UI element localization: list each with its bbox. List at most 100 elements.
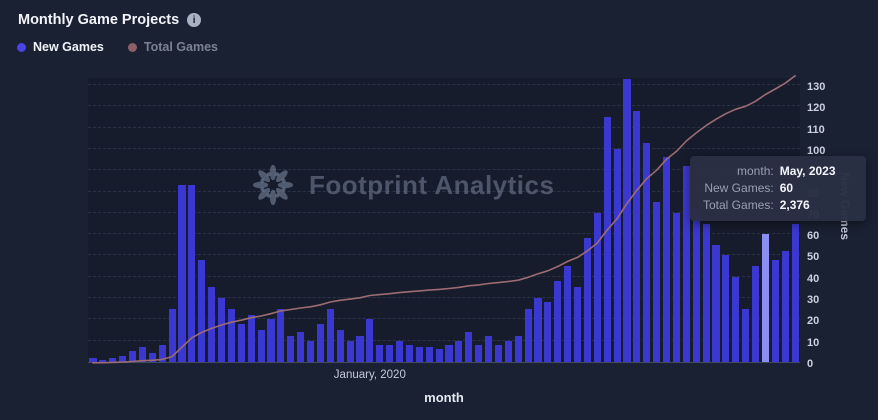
bar-2017-09[interactable] (89, 357, 97, 362)
info-icon[interactable]: i (187, 13, 202, 27)
x-tick-label: January, 2020 (333, 369, 406, 381)
legend-dot-new-games (17, 42, 26, 52)
bar-2022-05[interactable] (643, 142, 651, 362)
bar-2020-12[interactable] (475, 344, 483, 362)
bar-2023-04[interactable] (751, 266, 760, 362)
bar-2020-07[interactable] (425, 347, 433, 362)
bar-2018-01[interactable] (128, 351, 137, 362)
bar-2021-07[interactable] (544, 302, 552, 362)
bar-2022-12[interactable] (712, 244, 720, 362)
bar-2018-03[interactable] (148, 353, 156, 362)
bar-2020-02[interactable] (376, 344, 384, 362)
bar-2018-04[interactable] (158, 344, 166, 362)
total-games-line[interactable] (88, 74, 800, 364)
bar-2020-03[interactable] (386, 344, 394, 362)
bar-2019-08[interactable] (316, 323, 325, 362)
gridline (88, 126, 800, 128)
bar-2018-10[interactable] (217, 298, 226, 362)
legend-dot-total-games (127, 42, 137, 52)
bar-2019-12[interactable] (356, 336, 364, 362)
bar-2022-03[interactable] (623, 78, 631, 362)
gridline (88, 254, 800, 256)
bar-2018-06[interactable] (178, 185, 186, 362)
y-tick-label: 100 (807, 144, 826, 157)
bar-2021-09[interactable] (564, 266, 572, 362)
bar-2020-01[interactable] (366, 319, 374, 362)
bar-2022-04[interactable] (633, 110, 641, 362)
bar-2019-01[interactable] (247, 315, 255, 362)
bar-2023-08[interactable] (791, 223, 799, 362)
bar-2022-07[interactable] (662, 157, 671, 362)
bar-2019-05[interactable] (287, 336, 295, 362)
bar-2019-09[interactable] (326, 308, 334, 362)
bar-2021-03[interactable] (504, 340, 512, 362)
bar-2022-09[interactable] (682, 165, 690, 362)
bar-2019-10[interactable] (336, 330, 344, 362)
bar-2022-02[interactable] (613, 148, 621, 362)
bar-2020-09[interactable] (445, 344, 453, 362)
y-tick-label: 30 (807, 294, 820, 307)
bar-2019-03[interactable] (267, 319, 275, 362)
bar-2022-10[interactable] (692, 208, 700, 362)
gridline (88, 190, 800, 192)
bar-2021-10[interactable] (573, 287, 582, 362)
tooltip-new-games-value: 60 (779, 181, 794, 195)
bar-2021-12[interactable] (593, 212, 601, 362)
bar-2018-02[interactable] (138, 347, 147, 362)
legend-item-total-games[interactable]: Total Games (127, 40, 218, 54)
y-tick-label: 0 (807, 358, 814, 370)
legend-item-new-games[interactable]: New Games (17, 40, 104, 54)
bar-2020-10[interactable] (455, 340, 463, 362)
bar-2022-01[interactable] (603, 116, 611, 362)
gridline (88, 339, 800, 341)
bar-2023-07[interactable] (781, 251, 789, 362)
bar-2018-07[interactable] (188, 185, 196, 362)
bar-2019-07[interactable] (306, 340, 315, 362)
bar-2022-06[interactable] (653, 202, 661, 362)
chart-header: Monthly Game Projects i (18, 12, 202, 28)
bar-2017-10[interactable] (99, 359, 107, 362)
gridline (88, 297, 800, 299)
bar-2018-08[interactable] (198, 259, 206, 362)
bar-2023-03[interactable] (742, 308, 750, 362)
bar-2023-01[interactable] (722, 255, 730, 362)
gridline (88, 318, 800, 320)
bar-2021-08[interactable] (554, 281, 562, 362)
bar-2019-04[interactable] (277, 308, 285, 362)
gridline (88, 275, 800, 277)
bar-2018-09[interactable] (208, 287, 216, 362)
gridlines (88, 78, 800, 362)
bar-2020-04[interactable] (395, 340, 404, 362)
gridline (88, 84, 800, 85)
bar-2018-12[interactable] (237, 323, 245, 362)
bar-2021-05[interactable] (524, 308, 532, 362)
legend-label-total-games: Total Games (143, 40, 218, 54)
bar-2023-05[interactable] (761, 234, 770, 362)
bar-2019-02[interactable] (257, 330, 265, 362)
bar-2021-04[interactable] (514, 336, 522, 362)
bar-2022-08[interactable] (672, 212, 681, 362)
bar-2020-06[interactable] (415, 347, 423, 362)
watermark: Footprint Analytics (250, 162, 554, 208)
bar-2021-06[interactable] (534, 298, 542, 362)
bar-2017-12[interactable] (119, 355, 127, 362)
bar-2023-02[interactable] (732, 276, 740, 362)
gridline (88, 211, 800, 213)
new-games-bars (88, 78, 800, 362)
bar-2022-11[interactable] (702, 223, 710, 362)
bar-2023-06[interactable] (771, 259, 779, 362)
bar-2020-05[interactable] (405, 344, 414, 362)
bar-2019-06[interactable] (297, 332, 305, 362)
tooltip: month: May, 2023 New Games: 60 Total Gam… (690, 156, 866, 221)
gridline (88, 105, 800, 107)
bar-2021-02[interactable] (494, 344, 503, 362)
bar-2021-01[interactable] (484, 336, 493, 362)
bar-2017-11[interactable] (109, 357, 117, 362)
bar-2021-11[interactable] (583, 238, 592, 362)
bar-2018-05[interactable] (168, 308, 176, 362)
plot-area: Footprint Analytics (88, 74, 800, 364)
bar-2019-11[interactable] (346, 340, 354, 362)
bar-2018-11[interactable] (227, 308, 236, 362)
bar-2020-11[interactable] (465, 332, 473, 362)
bar-2020-08[interactable] (435, 349, 443, 362)
